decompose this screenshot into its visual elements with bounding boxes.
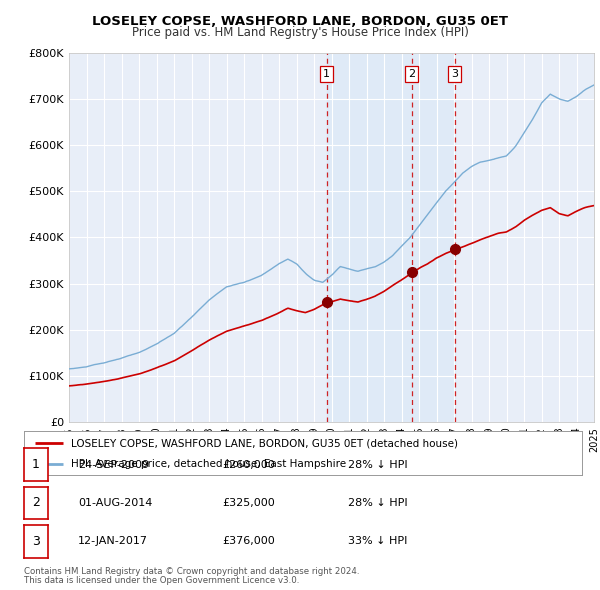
Text: 28% ↓ HPI: 28% ↓ HPI [348, 498, 407, 508]
Bar [327, 53, 455, 422]
Text: LOSELEY COPSE, WASHFORD LANE, BORDON, GU35 0ET (detached house): LOSELEY COPSE, WASHFORD LANE, BORDON, GU… [71, 438, 458, 448]
Text: HPI: Average price, detached house, East Hampshire: HPI: Average price, detached house, East… [71, 459, 347, 469]
Text: 2: 2 [408, 69, 415, 79]
Text: £376,000: £376,000 [222, 536, 275, 546]
Text: 12-JAN-2017: 12-JAN-2017 [78, 536, 148, 546]
Text: 1: 1 [32, 458, 40, 471]
Text: £325,000: £325,000 [222, 498, 275, 508]
Text: 3: 3 [451, 69, 458, 79]
Text: Price paid vs. HM Land Registry's House Price Index (HPI): Price paid vs. HM Land Registry's House … [131, 26, 469, 39]
Text: 2: 2 [32, 496, 40, 510]
Text: 01-AUG-2014: 01-AUG-2014 [78, 498, 152, 508]
Text: 3: 3 [32, 535, 40, 548]
Text: This data is licensed under the Open Government Licence v3.0.: This data is licensed under the Open Gov… [24, 576, 299, 585]
Text: LOSELEY COPSE, WASHFORD LANE, BORDON, GU35 0ET: LOSELEY COPSE, WASHFORD LANE, BORDON, GU… [92, 15, 508, 28]
Text: 24-SEP-2009: 24-SEP-2009 [78, 460, 149, 470]
Text: 33% ↓ HPI: 33% ↓ HPI [348, 536, 407, 546]
Text: 1: 1 [323, 69, 330, 79]
Text: Contains HM Land Registry data © Crown copyright and database right 2024.: Contains HM Land Registry data © Crown c… [24, 568, 359, 576]
Text: 28% ↓ HPI: 28% ↓ HPI [348, 460, 407, 470]
Text: £260,000: £260,000 [222, 460, 275, 470]
